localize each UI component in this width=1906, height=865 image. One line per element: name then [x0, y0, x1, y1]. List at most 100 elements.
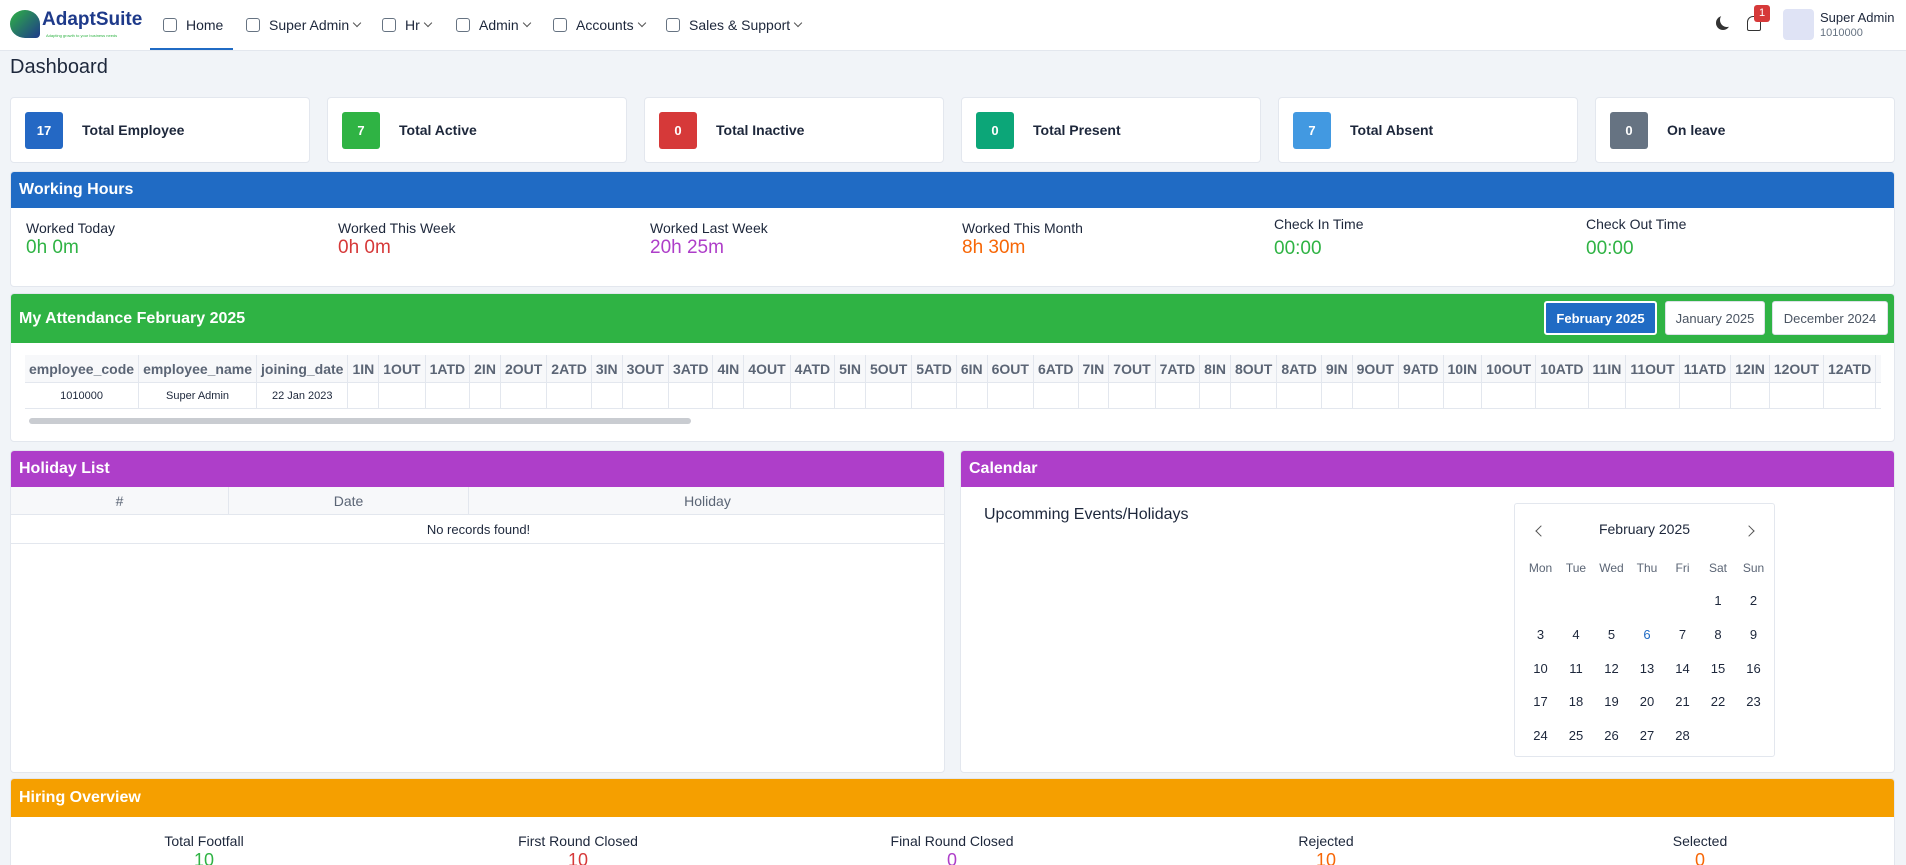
nav-icon: [382, 18, 396, 32]
calendar-day[interactable]: 1: [1714, 593, 1722, 608]
calendar-day[interactable]: 3: [1536, 626, 1545, 642]
calendar-day[interactable]: 4: [1572, 626, 1580, 642]
calendar-day[interactable]: 15: [1710, 660, 1726, 676]
column-header: 11IN: [1588, 355, 1627, 383]
nav-item[interactable]: Hr: [382, 0, 433, 50]
calendar-day[interactable]: 11: [1569, 660, 1583, 676]
nav-icon: [553, 18, 567, 32]
calendar-day[interactable]: 20: [1639, 694, 1655, 710]
calendar-day[interactable]: 8: [1714, 626, 1722, 642]
column-header: 11OUT: [1625, 355, 1680, 383]
stat-value: 0: [1610, 112, 1648, 149]
nav-label: Accounts: [576, 17, 634, 33]
calendar-day[interactable]: 22: [1710, 694, 1726, 710]
calendar-day[interactable]: 28: [1675, 728, 1690, 744]
weekday: Mon: [1528, 561, 1553, 575]
calendar-day[interactable]: 18: [1568, 694, 1584, 710]
nav-label: Hr: [405, 17, 420, 33]
hiring-value: 10: [567, 850, 589, 865]
column-header: 13IN: [1875, 355, 1881, 383]
column-header: 4OUT: [743, 355, 791, 383]
column-header: 12OUT: [1769, 355, 1824, 383]
user-name: Super Admin: [1820, 10, 1895, 25]
calendar-day[interactable]: 14: [1675, 660, 1690, 676]
column-header: 3ATD: [668, 355, 714, 383]
calendar-day[interactable]: 7: [1678, 626, 1687, 642]
column-header: 2OUT: [500, 355, 548, 383]
calendar-day[interactable]: 21: [1675, 694, 1690, 710]
table-cell: [668, 382, 714, 409]
nav-item[interactable]: Sales & Support: [666, 0, 803, 50]
hours-label: Check In Time: [1274, 216, 1364, 232]
stat-card: 17 Total Employee: [10, 97, 310, 163]
column-header: 8IN: [1199, 355, 1231, 383]
calendar-day[interactable]: 24: [1533, 728, 1548, 744]
table-cell: [1230, 382, 1278, 409]
column-header: 9OUT: [1352, 355, 1399, 383]
table-cell: Super Admin: [138, 382, 258, 409]
table-cell: [1033, 382, 1079, 409]
calendar-day[interactable]: 6: [1643, 626, 1651, 642]
calendar-day[interactable]: 12: [1604, 660, 1619, 676]
stat-label: On leave: [1667, 122, 1726, 138]
calendar-day[interactable]: 9: [1749, 626, 1758, 642]
month-button[interactable]: December 2024: [1772, 301, 1888, 335]
calendar-day[interactable]: 27: [1639, 728, 1655, 744]
column-header: 1OUT: [378, 355, 426, 383]
stat-value: 0: [976, 112, 1014, 149]
column-header: 10ATD: [1535, 355, 1589, 383]
calendar-day[interactable]: 5: [1607, 626, 1616, 642]
column-header: 3OUT: [622, 355, 669, 383]
month-button[interactable]: January 2025: [1665, 301, 1765, 335]
column-header: 9IN: [1321, 355, 1353, 383]
weekday: Thu: [1636, 561, 1658, 575]
month-button[interactable]: February 2025: [1544, 301, 1657, 335]
nav-label: Admin: [479, 17, 519, 33]
working-hours-item: Check Out Time 00:00: [1586, 216, 1686, 260]
calendar-day[interactable]: 25: [1568, 728, 1584, 744]
calendar-day[interactable]: 13: [1639, 660, 1655, 676]
top-nav: AdaptSuite Adapting growth to your busine…: [0, 0, 1906, 51]
table-cell: [1155, 382, 1201, 409]
nav-item[interactable]: Home: [163, 0, 223, 50]
logo-icon: [10, 10, 40, 38]
column-header: 5ATD: [911, 355, 957, 383]
calendar-day[interactable]: 16: [1746, 660, 1761, 676]
user-avatar[interactable]: [1783, 9, 1814, 40]
column-header: 5OUT: [865, 355, 913, 383]
calendar-day[interactable]: 2: [1749, 593, 1758, 608]
chevron: [423, 18, 433, 28]
working-hours-item: Worked This Week 0h 0m: [338, 220, 456, 259]
table-cell: [1588, 382, 1627, 409]
nav-item[interactable]: Super Admin: [246, 0, 362, 50]
calendar-day[interactable]: 19: [1604, 694, 1619, 710]
column-header: Holiday: [469, 487, 944, 515]
stat-card: 0 Total Present: [961, 97, 1261, 163]
weekday: Sun: [1742, 561, 1765, 575]
column-header: 7IN: [1078, 355, 1110, 383]
table-cell: [987, 382, 1034, 409]
table-cell: [834, 382, 866, 409]
table-cell: [865, 382, 913, 409]
table-cell: [622, 382, 669, 409]
stat-label: Total Active: [399, 122, 477, 138]
calendar-day[interactable]: 26: [1604, 728, 1619, 744]
calendar-day[interactable]: 23: [1746, 694, 1761, 710]
table-cell: [1398, 382, 1444, 409]
column-header: 1ATD: [425, 355, 471, 383]
attendance-table: employee_code employee_name joining_date 1I…: [25, 355, 1881, 409]
calendar-day[interactable]: 17: [1533, 694, 1548, 710]
theme-toggle[interactable]: [1716, 16, 1730, 30]
hiring-label: First Round Closed: [518, 833, 638, 849]
table-cell: [1823, 382, 1877, 409]
calendar-day[interactable]: 10: [1533, 660, 1548, 676]
stat-label: Total Absent: [1350, 122, 1434, 138]
nav-item[interactable]: Admin: [456, 0, 531, 50]
table-cell: [425, 382, 471, 409]
calendar-month: February 2025: [1598, 521, 1691, 537]
nav-icon: [163, 18, 177, 32]
column-header: 12ATD: [1823, 355, 1877, 383]
nav-item[interactable]: Accounts: [553, 0, 646, 50]
table-cell: [1730, 382, 1770, 409]
column-header: 11ATD: [1679, 355, 1732, 383]
